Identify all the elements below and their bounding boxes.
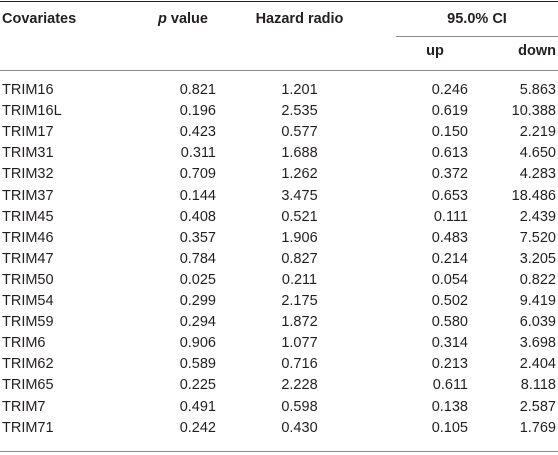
cell-p-value: 0.906 [179, 335, 216, 352]
cell-covariate: TRIM6 [2, 335, 46, 352]
cell-covariate: TRIM31 [2, 145, 54, 162]
cell-ci-down: 4.283 [519, 166, 556, 183]
cell-ci-down: 9.419 [519, 293, 556, 309]
cell-covariate: TRIM16L [2, 103, 62, 120]
cell-ci-up: 0.483 [431, 229, 468, 246]
ci-header-rule [396, 36, 558, 37]
cell-ci-up: 0.613 [431, 145, 468, 162]
header-ci-down: down [518, 43, 556, 59]
cell-ci-up: 0.372 [431, 166, 468, 183]
cell-ci-down: 3.698 [519, 335, 556, 352]
cell-ci-up: 0.105 [431, 419, 468, 436]
cell-covariate: TRIM59 [2, 314, 54, 331]
cell-ci-up: 0.653 [431, 187, 468, 204]
cell-covariate: TRIM71 [2, 419, 54, 436]
cell-p-value: 0.357 [179, 229, 216, 246]
cell-covariate: TRIM17 [2, 124, 54, 141]
cell-ci-up: 0.054 [431, 271, 468, 288]
cell-ci-up: 0.246 [431, 82, 468, 98]
cell-ci-down: 10.388 [511, 103, 556, 120]
cell-ci-down: 4.650 [519, 145, 556, 162]
cell-ci-down: 8.118 [520, 377, 556, 394]
cell-hazard-ratio: 0.211 [281, 271, 318, 288]
cell-hazard-ratio: 1.906 [281, 229, 318, 246]
cell-ci-down: 18.486 [511, 187, 556, 204]
header-p-symbol: p [158, 11, 167, 27]
cell-hazard-ratio: 1.262 [281, 166, 318, 183]
table-top-rule [0, 1, 558, 2]
cell-covariate: TRIM32 [2, 166, 54, 183]
cell-p-value: 0.491 [179, 398, 216, 415]
header-bottom-rule [0, 70, 558, 71]
cell-p-value: 0.821 [179, 82, 216, 98]
cell-ci-up: 0.214 [431, 250, 468, 267]
cell-p-value: 0.311 [180, 145, 216, 162]
cell-p-value: 0.294 [179, 314, 216, 331]
cell-ci-down: 5.863 [519, 82, 556, 98]
cell-covariate: TRIM62 [2, 356, 54, 373]
cell-hazard-ratio: 1.201 [281, 82, 318, 98]
cell-p-value: 0.225 [179, 377, 216, 394]
header-p-suffix: value [166, 11, 208, 27]
header-hazard-ratio: Hazard radio [255, 11, 344, 27]
cell-hazard-ratio: 1.872 [281, 314, 318, 331]
cell-covariate: TRIM46 [2, 229, 54, 246]
cell-p-value: 0.784 [179, 250, 216, 267]
cell-hazard-ratio: 2.228 [281, 377, 318, 394]
cell-ci-up: 0.611 [432, 377, 468, 394]
cell-p-value: 0.709 [179, 166, 216, 183]
cell-p-value: 0.242 [179, 419, 216, 436]
cell-covariate: TRIM37 [2, 187, 54, 204]
cell-covariate: TRIM50 [2, 271, 54, 288]
cell-p-value: 0.299 [179, 293, 216, 309]
cell-ci-up: 0.213 [431, 356, 468, 373]
cell-hazard-ratio: 1.077 [281, 335, 318, 352]
cell-hazard-ratio: 3.475 [281, 187, 318, 204]
cell-hazard-ratio: 0.598 [281, 398, 318, 415]
cell-covariate: TRIM45 [2, 208, 54, 225]
cell-hazard-ratio: 0.827 [281, 250, 318, 267]
cell-ci-up: 0.619 [431, 103, 468, 120]
cell-hazard-ratio: 0.430 [281, 419, 318, 436]
cell-ci-up: 0.150 [431, 124, 468, 141]
cell-p-value: 0.589 [179, 356, 216, 373]
cell-p-value: 0.408 [179, 208, 216, 225]
cell-ci-down: 2.404 [519, 356, 556, 373]
cell-hazard-ratio: 0.521 [281, 208, 318, 225]
cell-p-value: 0.144 [179, 187, 216, 204]
cell-hazard-ratio: 2.535 [281, 103, 318, 120]
cell-p-value: 0.423 [179, 124, 216, 141]
cell-ci-down: 2.587 [519, 398, 556, 415]
cell-ci-up: 0.502 [431, 293, 468, 309]
cell-ci-down: 1.769 [519, 419, 556, 436]
header-ci-up: up [426, 43, 444, 59]
cell-ci-up: 0.580 [431, 314, 468, 331]
cell-hazard-ratio: 1.688 [281, 145, 318, 162]
cell-hazard-ratio: 0.577 [281, 124, 318, 141]
cell-ci-up: 0.111 [433, 208, 468, 225]
table-bottom-rule [0, 451, 558, 452]
header-covariates: Covariates [2, 11, 77, 27]
header-ci: 95.0% CI [447, 11, 507, 27]
cell-ci-down: 3.205 [519, 250, 556, 267]
cell-p-value: 0.025 [179, 271, 216, 288]
cell-ci-down: 2.439 [519, 208, 556, 225]
cell-ci-down: 2.219 [519, 124, 556, 141]
cell-ci-down: 6.039 [519, 314, 556, 331]
cell-covariate: TRIM47 [2, 250, 54, 267]
cell-covariate: TRIM7 [2, 398, 46, 415]
cell-hazard-ratio: 0.716 [281, 356, 318, 373]
header-p-value: p value [150, 10, 216, 28]
cell-ci-down: 7.520 [519, 229, 556, 246]
cell-ci-down: 0.822 [519, 271, 556, 288]
cell-covariate: TRIM16 [2, 82, 54, 98]
cell-ci-up: 0.138 [431, 398, 468, 415]
cell-covariate: TRIM65 [2, 377, 54, 394]
cell-hazard-ratio: 2.175 [281, 293, 318, 309]
cell-ci-up: 0.314 [431, 335, 468, 352]
cell-p-value: 0.196 [179, 103, 216, 120]
cell-covariate: TRIM54 [2, 293, 54, 309]
